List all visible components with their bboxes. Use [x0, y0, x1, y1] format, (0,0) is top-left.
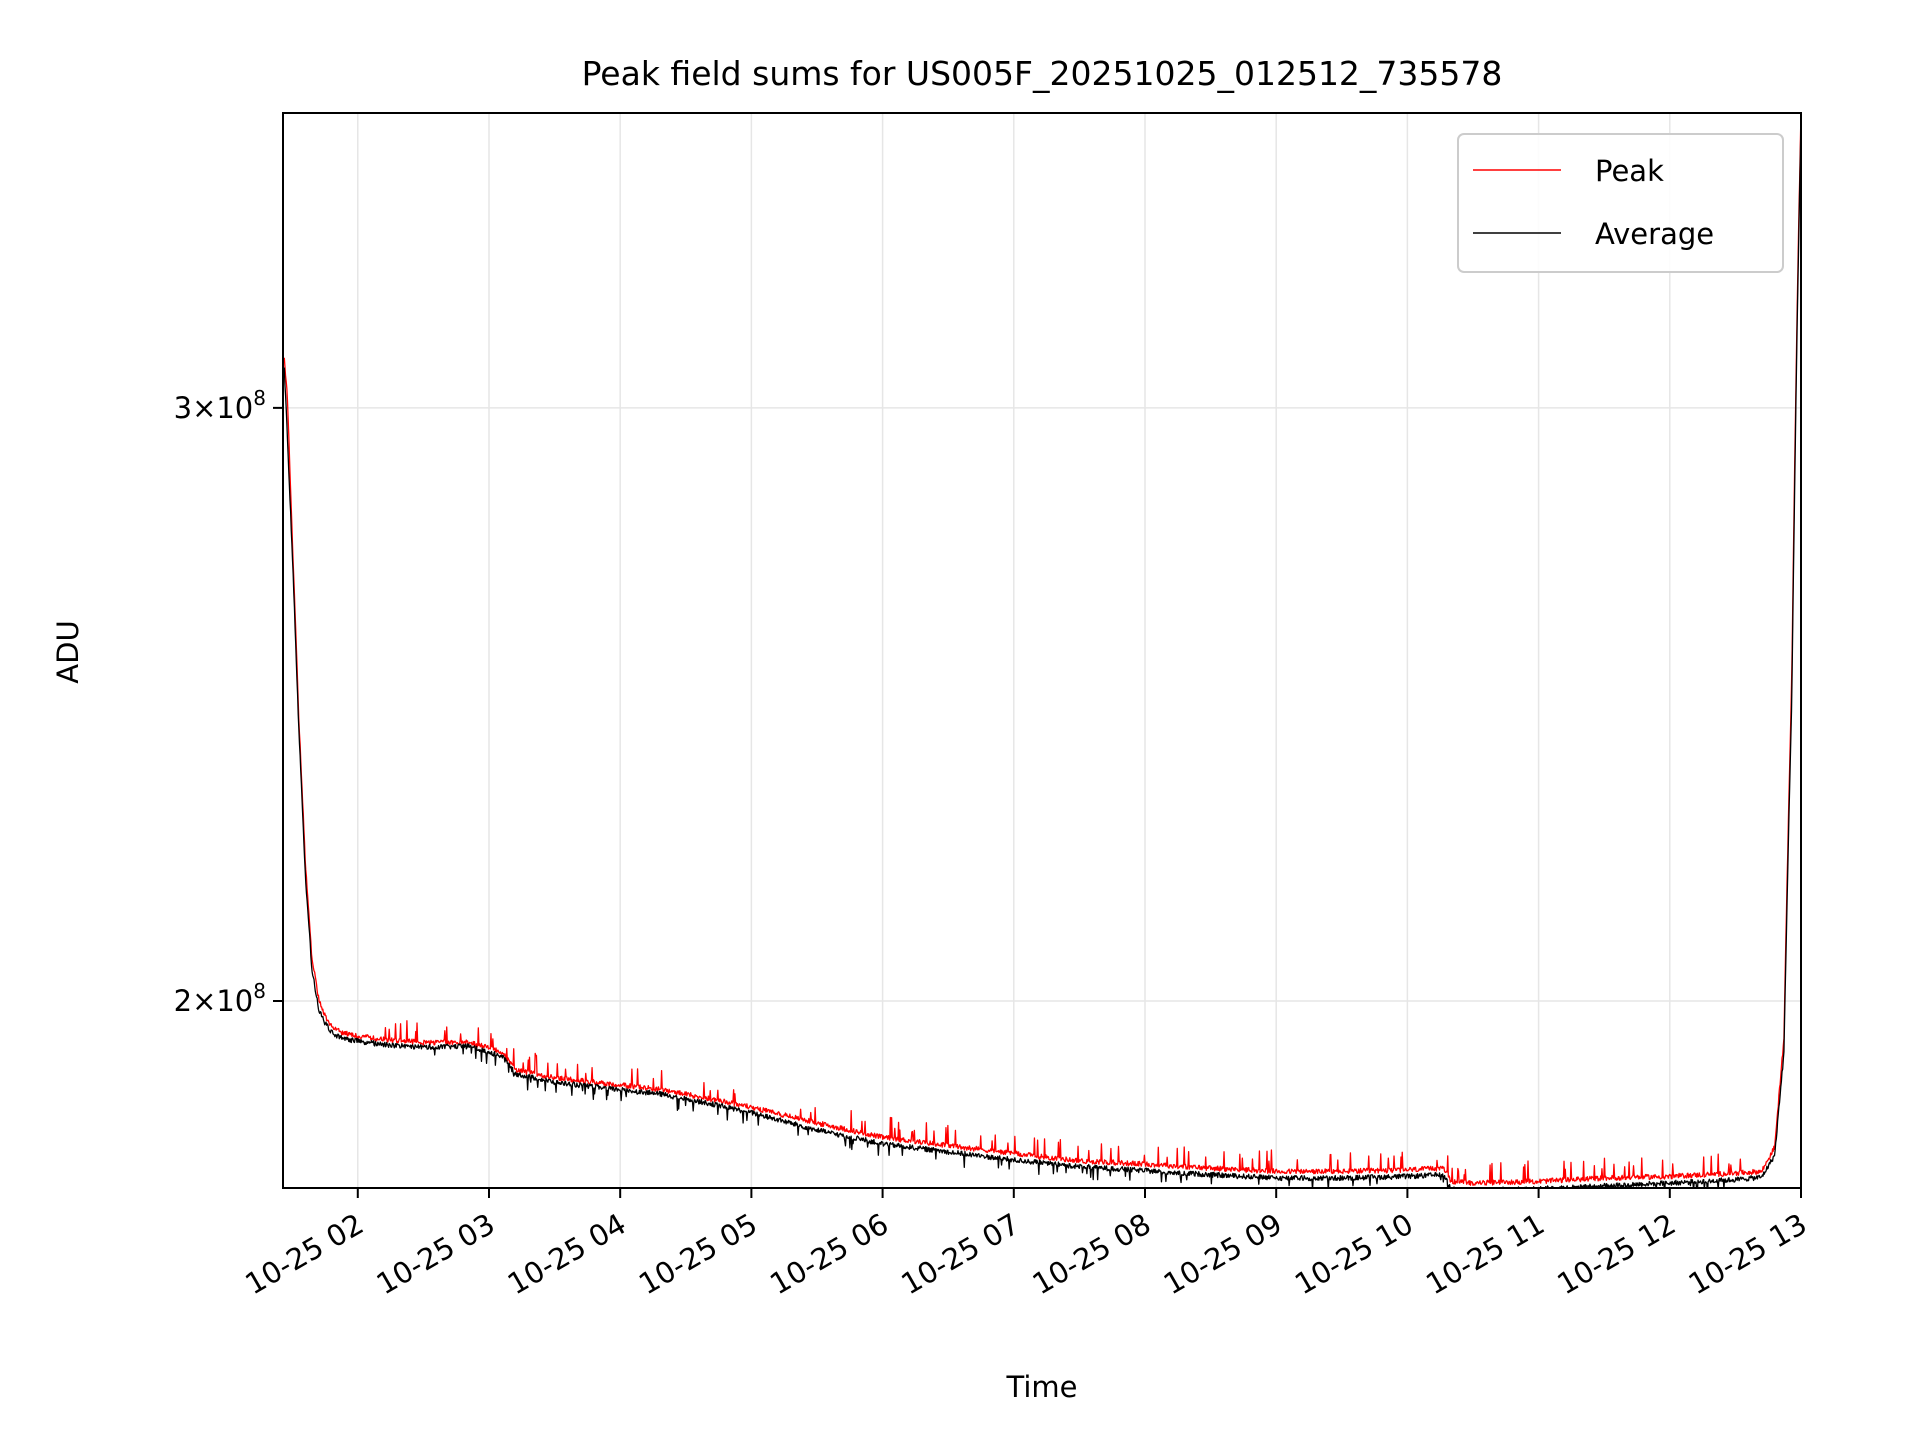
- y-tick-label: 2×108: [174, 979, 266, 1018]
- x-axis-label: Time: [1006, 1370, 1078, 1404]
- y-tick-exponent: 8: [253, 979, 266, 1003]
- series-peak-line: [283, 113, 1801, 1187]
- legend-box: [1457, 133, 1784, 273]
- chart-title: Peak field sums for US005F_20251025_0125…: [582, 54, 1503, 93]
- y-tick-exponent: 8: [253, 386, 266, 410]
- legend-label-peak: Peak: [1595, 154, 1664, 188]
- y-axis-label: ADU: [51, 620, 85, 683]
- plot-frame: [282, 112, 1802, 1189]
- legend-label-average: Average: [1595, 217, 1714, 251]
- grid: [283, 113, 1802, 1188]
- legend: Peak Average: [1457, 133, 1784, 273]
- y-tick-label: 3×108: [174, 386, 266, 425]
- y-tick-mantissa: 2: [174, 984, 192, 1018]
- y-tick-mantissa: 3: [174, 391, 192, 425]
